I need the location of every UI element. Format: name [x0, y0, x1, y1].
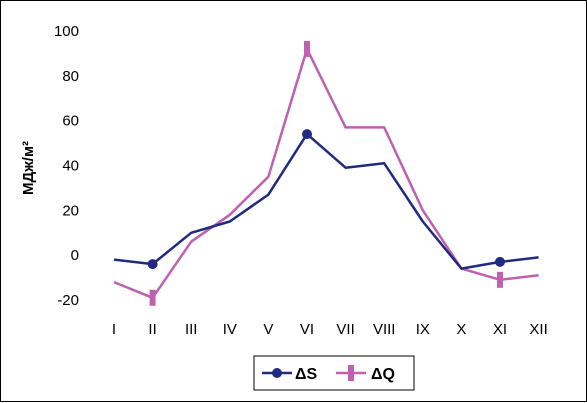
dq-marker	[497, 271, 503, 288]
dq-marker	[304, 40, 310, 57]
series-line-ds	[113, 132, 539, 270]
ds-marker	[302, 129, 312, 140]
y-axis-title: МДж/м²	[20, 141, 37, 195]
x-tick-label: X	[456, 321, 466, 338]
x-tick-label: IX	[416, 321, 430, 338]
series-line-dq	[113, 47, 539, 300]
y-tick-label: 0	[71, 247, 79, 264]
y-tick-label: 60	[62, 113, 79, 130]
y-tick-label: 100	[54, 23, 79, 40]
y-tick-labels: -20 0 20 40 60 80 100	[54, 23, 79, 309]
x-tick-label: I	[112, 321, 116, 338]
legend-label-ds: ΔS	[295, 366, 318, 383]
legend-marker-dq	[348, 365, 354, 381]
x-tick-label: XI	[493, 321, 507, 338]
y-tick-label: 80	[62, 68, 79, 85]
ds-marker	[147, 259, 158, 270]
x-tick-label: VII	[336, 321, 354, 338]
x-tick-label: IV	[223, 321, 237, 338]
legend: ΔS ΔQ	[253, 355, 415, 391]
ds-marker	[495, 256, 505, 267]
x-tick-label: XII	[529, 321, 547, 338]
series-markers	[147, 40, 505, 306]
y-tick-label: 40	[62, 158, 79, 175]
x-tick-label: II	[148, 321, 156, 338]
dq-marker	[149, 289, 156, 306]
x-tick-labels: I II III IV V VI VII VIII IX X XI XII	[112, 321, 548, 338]
x-tick-label: VIII	[373, 321, 396, 338]
x-tick-label: III	[185, 321, 198, 338]
legend-label-dq: ΔQ	[371, 366, 395, 383]
y-tick-label: -20	[57, 292, 79, 309]
legend-marker-ds	[272, 368, 282, 378]
x-tick-label: V	[263, 321, 273, 338]
y-tick-label: 20	[62, 202, 79, 219]
x-tick-label: VI	[300, 321, 314, 338]
series-lines	[113, 47, 539, 300]
